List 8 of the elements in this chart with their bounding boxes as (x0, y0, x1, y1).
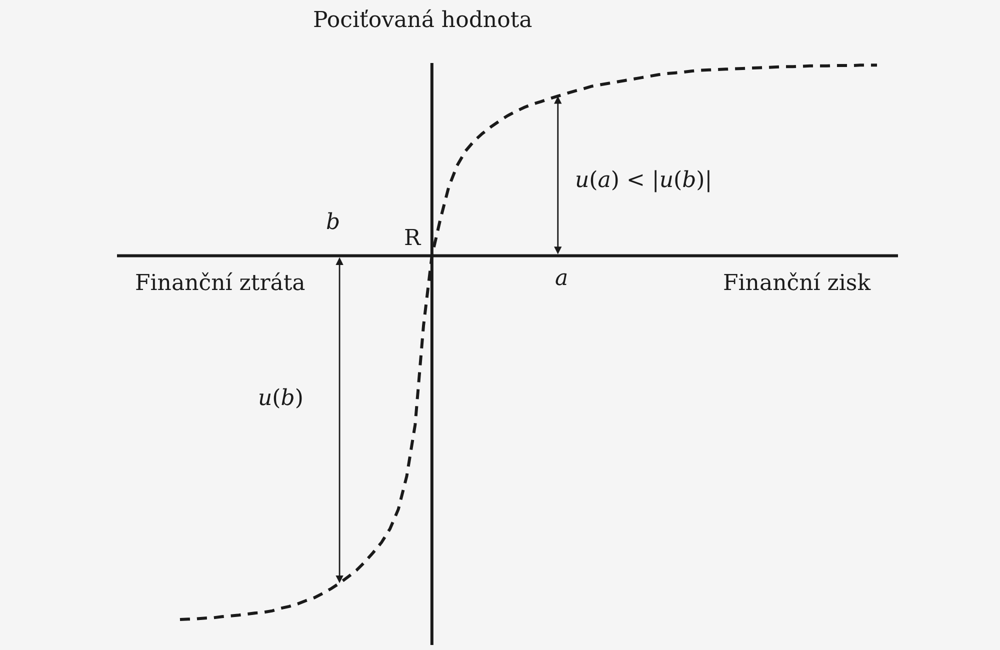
annotation: Finanční ztráta (135, 271, 306, 296)
y-axis-title: Pociťovaná hodnota (313, 8, 532, 33)
annotation: u(b) (258, 386, 304, 411)
annotation: b (326, 210, 340, 235)
annotation: a (555, 266, 568, 291)
annotation: R (404, 226, 422, 251)
annotation: u(a) < |u(b)| (575, 168, 712, 193)
annotation: Finanční zisk (723, 271, 872, 296)
